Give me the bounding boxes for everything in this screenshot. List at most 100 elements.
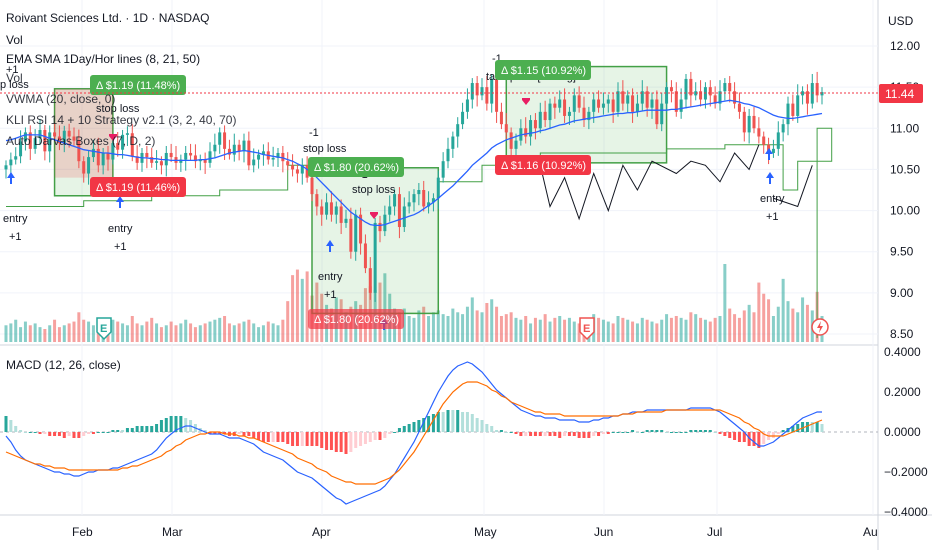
candle-body <box>111 143 115 160</box>
candle-body <box>193 155 197 162</box>
macd-histogram-bar <box>451 410 455 432</box>
volume-bar <box>776 306 780 342</box>
volume-bar <box>538 319 542 342</box>
price-tick: 10.00 <box>890 204 920 218</box>
volume-bar <box>470 297 474 342</box>
macd-histogram-bar <box>286 432 290 444</box>
macd-histogram-bar <box>621 432 625 433</box>
volume-bar <box>742 310 746 342</box>
macd-histogram-bar <box>179 416 183 432</box>
sell-arrow-icon <box>370 212 378 219</box>
signal-qty: +1 <box>324 289 337 301</box>
signal-qty: -1 <box>309 127 319 139</box>
macd-histogram-bar <box>145 426 149 432</box>
candle-body <box>742 111 746 133</box>
candle-body <box>19 141 23 157</box>
candle-body <box>242 140 246 152</box>
macd-tick: −0.2000 <box>884 465 928 479</box>
time-tick: Apr <box>312 525 331 539</box>
macd-histogram-bar <box>558 432 562 438</box>
macd-histogram-bar <box>597 432 601 436</box>
volume-bar <box>631 321 635 342</box>
macd-histogram-bar <box>456 410 460 432</box>
symbol-title[interactable]: Roivant Sciences Ltd. · 1D · NASDAQ <box>6 11 209 25</box>
legend-vwma[interactable]: VWMA (20, close, 0) <box>6 92 115 106</box>
volume-bar <box>801 297 805 342</box>
volume-bar <box>674 316 678 342</box>
time-axis: Feb Mar Apr May Jun Jul Au <box>72 525 878 539</box>
volume-bar <box>621 317 625 342</box>
macd-histogram-bar <box>461 412 465 432</box>
macd-histogram-bar <box>111 430 115 432</box>
candle-body <box>533 120 537 129</box>
macd-histogram-bar <box>9 420 13 432</box>
currency-label[interactable]: USD <box>888 14 914 28</box>
macd-histogram-bar <box>33 432 37 433</box>
signal-label: entry <box>760 193 785 205</box>
macd-histogram-bar <box>475 418 479 432</box>
candle-body <box>295 169 299 174</box>
candle-body <box>699 91 703 100</box>
volume-bar <box>23 321 27 342</box>
candle-body <box>198 159 202 162</box>
candle-body <box>87 157 91 174</box>
macd-histogram-bar <box>329 432 333 450</box>
buy-arrow-icon <box>326 240 334 252</box>
signal-qty: +1 <box>766 211 779 223</box>
price-tick: 9.50 <box>890 245 914 259</box>
candle-body <box>96 148 100 166</box>
volume-bar <box>407 316 411 342</box>
legend-strategy[interactable]: KLI RSI 14 + 10 Strategy v2.1 (3, 2, 40,… <box>6 113 236 127</box>
volume-bar <box>563 319 567 342</box>
candle-body <box>28 132 32 149</box>
volume-bar <box>757 282 761 342</box>
macd-signal-line <box>5 381 823 485</box>
volume-bar <box>796 312 800 342</box>
legend-vol2[interactable]: Vol <box>6 71 23 85</box>
candle-body <box>665 87 669 104</box>
candle-body <box>247 140 251 166</box>
candle-body <box>669 87 673 92</box>
earnings-label: E <box>583 323 590 335</box>
volume-bar <box>499 316 503 342</box>
strategy-annotations: entry +1 entry +1 entry +1 entry +1 stop loss sto… <box>0 53 829 341</box>
candle-body <box>762 136 766 145</box>
candle-body <box>655 99 659 125</box>
macd-histogram-bar <box>388 432 392 434</box>
candle-body <box>543 111 547 121</box>
earnings-icon <box>96 317 112 341</box>
candle-body <box>227 148 231 155</box>
candle-body <box>490 78 494 104</box>
legend-darvas[interactable]: Auto Darvas Boxes (7, D, 2) <box>6 134 155 148</box>
candle-body <box>781 124 785 133</box>
volume-bar <box>402 308 406 342</box>
loss-label: Δ $1.16 (10.92%) <box>501 160 586 172</box>
candle-body <box>4 165 8 170</box>
signal-qty: +1 <box>6 64 19 76</box>
macd-histogram-bar <box>77 432 81 438</box>
macd-histogram-bar <box>470 414 474 432</box>
volume-bar <box>295 269 299 342</box>
volume-bar <box>121 323 125 342</box>
candle-body <box>475 83 479 96</box>
legend-macd[interactable]: MACD (12, 26, close) <box>6 358 121 372</box>
macd-histogram-bar <box>422 418 426 432</box>
legend-ema[interactable]: EMA SMA 1Day/Hor lines (8, 21, 50) <box>6 52 200 66</box>
legend-vol[interactable]: Vol <box>6 33 23 47</box>
volume-bar <box>422 306 426 342</box>
candle-body <box>9 159 13 166</box>
macd-histogram-bar <box>261 432 265 442</box>
gain-label-bg <box>495 60 591 80</box>
candle-body <box>334 206 338 215</box>
volume-bar <box>781 278 785 342</box>
candle-body <box>597 99 601 108</box>
macd-histogram-bar <box>320 432 324 448</box>
candle-body <box>130 133 134 157</box>
macd-histogram-bar <box>130 428 134 432</box>
volume-bar <box>412 317 416 342</box>
candle-body <box>281 152 285 162</box>
volume-bar <box>553 317 557 342</box>
candle-body <box>728 83 732 92</box>
price-tick: 9.00 <box>890 286 914 300</box>
candle-body <box>57 136 61 144</box>
